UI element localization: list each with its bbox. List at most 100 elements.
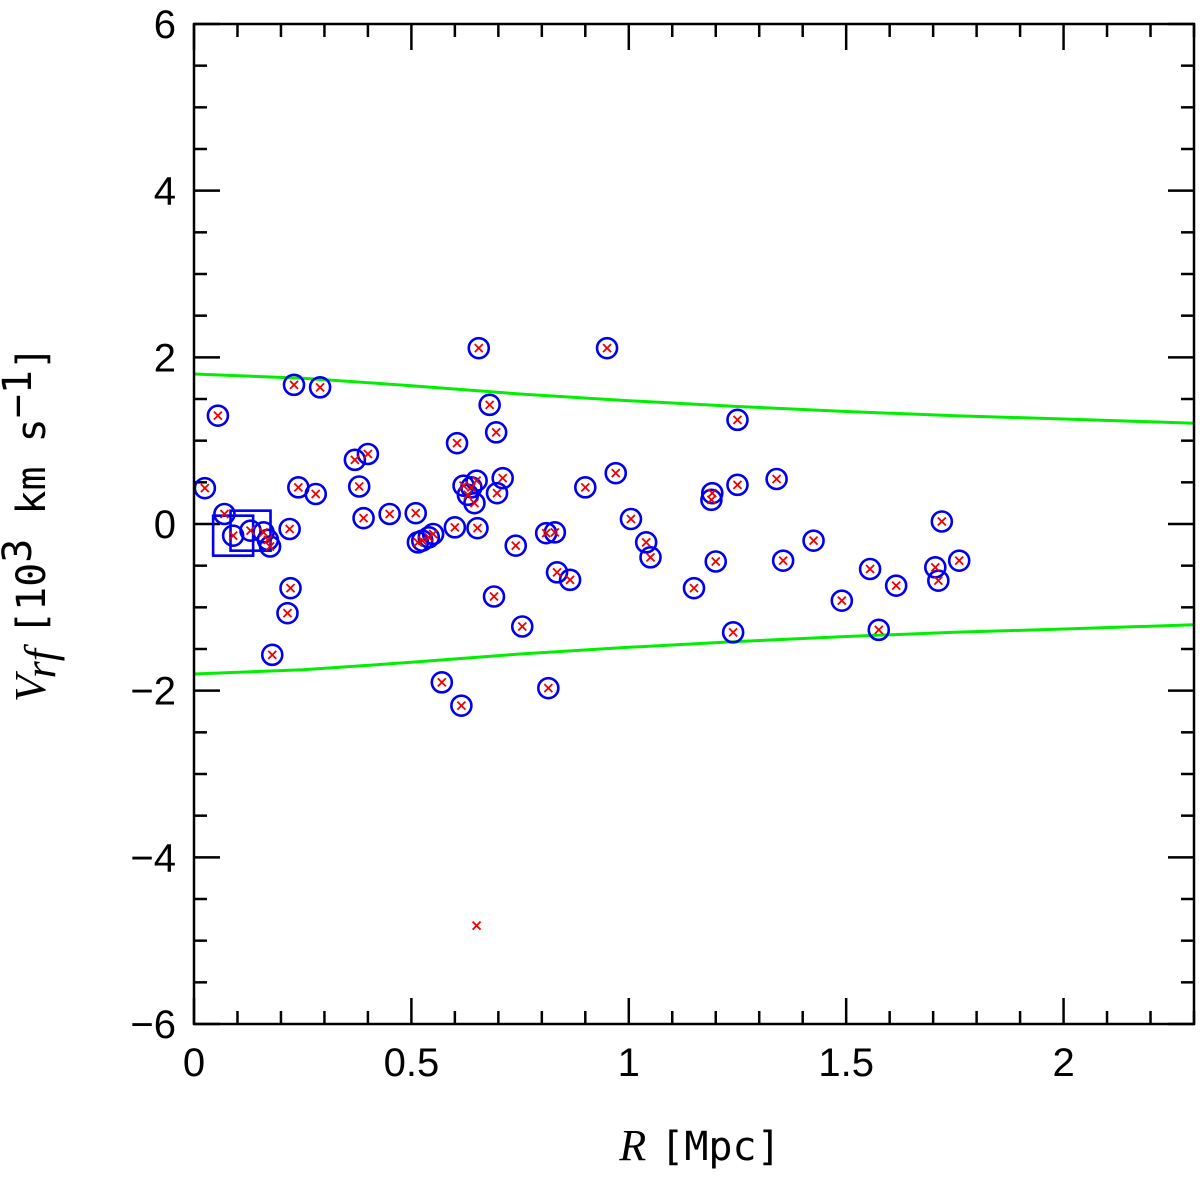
- galaxy-cross-b: [511, 541, 521, 551]
- galaxy-point: [245, 526, 256, 536]
- member-circle: [404, 501, 428, 525]
- galaxy-cross-b: [219, 509, 230, 519]
- galaxy-point: [350, 455, 360, 465]
- member-circle: [595, 336, 619, 360]
- galaxy-cross-b: [550, 527, 560, 537]
- member-circle: [682, 576, 706, 600]
- galaxy-cross-b: [452, 438, 462, 448]
- y-tick-label: −6: [130, 1003, 176, 1047]
- member-circle: [604, 461, 628, 485]
- member-circle: [478, 393, 501, 417]
- galaxy-cross-b: [428, 529, 438, 539]
- galaxy-cross-b: [565, 575, 575, 585]
- galaxy-cross-b: [491, 427, 501, 437]
- galaxy-cross-b: [350, 455, 360, 465]
- galaxy-cross-b: [285, 583, 296, 593]
- member-circle: [463, 491, 486, 515]
- galaxy-point: [645, 552, 656, 562]
- galaxy-point: [891, 581, 901, 591]
- galaxy-cross-b: [258, 527, 269, 537]
- y-tick-label: 6: [154, 3, 176, 47]
- galaxy-cross-b: [645, 552, 656, 562]
- galaxy-cross-b: [778, 556, 788, 566]
- member-circle: [858, 557, 882, 581]
- galaxy-point: [293, 482, 303, 492]
- galaxy-cross-b: [611, 468, 621, 478]
- x-axis-symbol: R: [618, 1121, 646, 1170]
- galaxy-cross-b: [930, 562, 940, 572]
- galaxy-cross-b: [865, 564, 875, 574]
- member-circle: [639, 546, 662, 569]
- galaxy-point: [466, 482, 477, 492]
- member-circle: [260, 643, 284, 667]
- member-circle: [491, 466, 514, 490]
- galaxy-cross-b: [485, 400, 495, 410]
- galaxy-point: [732, 480, 743, 490]
- galaxy-point: [485, 400, 495, 410]
- galaxy-cross-b: [541, 528, 551, 538]
- galaxy-cross-b: [458, 481, 469, 491]
- galaxy-point: [469, 498, 480, 508]
- galaxy-cross-b: [474, 343, 484, 353]
- member-circle: [467, 336, 491, 360]
- galaxy-point: [550, 527, 560, 537]
- galaxy-cross-b: [411, 508, 421, 518]
- galaxy-cross-b: [289, 380, 299, 390]
- galaxy-cross-b: [456, 701, 467, 711]
- member-circle: [445, 431, 469, 455]
- member-circle: [352, 506, 375, 530]
- member-circle: [545, 561, 569, 584]
- galaxy-point: [491, 427, 501, 437]
- member-circle: [343, 448, 367, 472]
- member-circle: [558, 568, 582, 592]
- galaxy-point: [930, 562, 940, 572]
- member-circle: [430, 671, 454, 694]
- member-circle: [484, 421, 508, 444]
- galaxy-point: [311, 489, 321, 499]
- bcg-square: [211, 514, 255, 557]
- galaxy-cross-b: [363, 449, 373, 459]
- galaxy-crosses: [200, 343, 964, 931]
- galaxy-point: [456, 701, 467, 711]
- member-circle: [574, 476, 597, 499]
- galaxy-cross-b: [450, 522, 460, 532]
- galaxy-point: [954, 556, 964, 566]
- member-circle: [726, 408, 749, 432]
- galaxy-point: [265, 541, 275, 552]
- member-circle: [537, 676, 560, 700]
- galaxy-point: [707, 488, 717, 498]
- member-circle: [347, 475, 371, 498]
- galaxy-cross-b: [263, 535, 273, 545]
- galaxy-cross-b: [437, 677, 447, 687]
- galaxy-point: [471, 921, 482, 931]
- y-tick-label: 0: [154, 503, 176, 547]
- galaxy-point: [282, 608, 293, 618]
- galaxy-cross-b: [315, 382, 325, 392]
- galaxy-cross-b: [471, 921, 482, 931]
- galaxy-point: [778, 556, 788, 566]
- galaxy-point: [213, 411, 223, 421]
- galaxy-point: [417, 536, 427, 546]
- x-tick-label: 0.5: [384, 1041, 440, 1085]
- galaxy-point: [874, 625, 884, 635]
- member-circle: [450, 694, 473, 717]
- galaxy-cross-b: [228, 531, 238, 541]
- member-circle: [884, 574, 908, 597]
- galaxy-point: [517, 621, 527, 632]
- member-circle: [867, 618, 891, 642]
- member-circle: [765, 467, 788, 491]
- galaxy-point: [411, 508, 421, 518]
- galaxy-cross-b: [891, 581, 901, 591]
- member-circle: [619, 507, 643, 531]
- galaxy-cross-b: [706, 495, 717, 505]
- y-axis-unit-power2: −1: [0, 370, 41, 418]
- y-axis-unit-prefix: [10: [9, 563, 55, 635]
- caustic-upper: [193, 372, 1195, 425]
- galaxy-cross-b: [933, 576, 943, 586]
- galaxy-point: [728, 627, 738, 637]
- galaxy-point: [626, 514, 636, 524]
- member-circle: [304, 482, 328, 506]
- member-circle: [482, 585, 506, 608]
- galaxy-cross-b: [282, 608, 293, 618]
- galaxy-cross-b: [626, 514, 636, 524]
